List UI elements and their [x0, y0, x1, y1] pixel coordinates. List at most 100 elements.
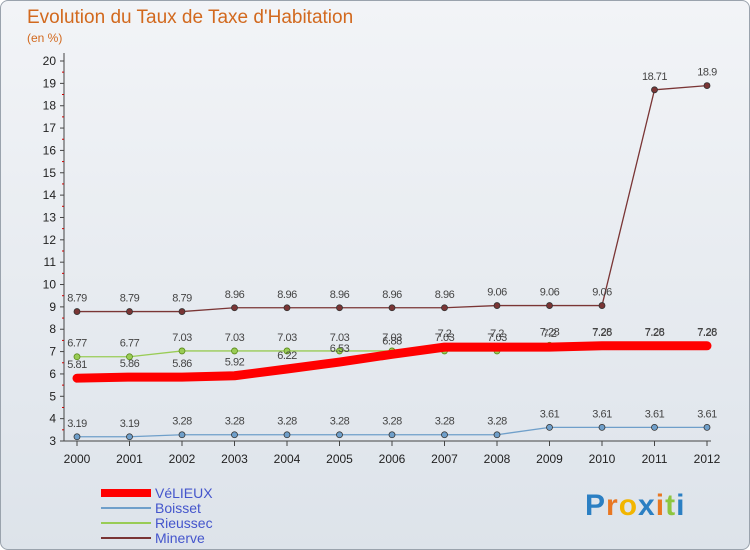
data-point [336, 431, 343, 439]
chart-subtitle: (en %) [27, 31, 63, 45]
data-point [703, 341, 711, 350]
data-point [493, 302, 501, 309]
data-label: 7.03 [172, 332, 192, 344]
data-label: 3.61 [645, 408, 665, 420]
logo-letter: o [618, 489, 639, 522]
logo-letter: t [665, 489, 677, 522]
y-tick-label: 13 [43, 210, 57, 224]
data-point [283, 347, 291, 355]
data-label: 3.28 [172, 416, 192, 428]
data-label: 7.03 [487, 332, 507, 344]
data-point [178, 347, 186, 355]
data-point [703, 82, 711, 89]
data-label: 9.06 [592, 287, 612, 299]
data-point [598, 302, 606, 309]
y-tick-label: 18 [43, 99, 57, 113]
data-point [493, 431, 501, 439]
data-label: 9.06 [540, 287, 560, 299]
y-tick-label: 17 [43, 121, 57, 135]
data-point [336, 347, 343, 355]
x-tick-label: 2009 [536, 452, 563, 466]
logo-letter: x [638, 489, 656, 522]
x-tick-label: 2003 [221, 452, 248, 466]
data-label: 3.61 [592, 408, 612, 420]
data-label: 7.03 [225, 332, 245, 344]
y-tick-label: 19 [43, 76, 57, 90]
data-label: 3.61 [540, 408, 560, 420]
data-label: 9.06 [487, 287, 507, 299]
data-point [703, 423, 711, 431]
x-tick-label: 2012 [694, 452, 721, 466]
data-label: 7.03 [435, 332, 455, 344]
y-tick-label: 12 [43, 233, 57, 247]
data-label: 7.2 [543, 328, 557, 340]
data-label: 8.79 [172, 293, 192, 305]
data-point [178, 431, 186, 439]
data-point [73, 374, 81, 383]
data-label: 6.22 [277, 350, 297, 362]
data-label: 7.2 [490, 328, 504, 340]
data-label: 3.19 [67, 418, 87, 430]
data-label: 7.03 [382, 332, 402, 344]
y-tick-label: 6 [49, 367, 56, 381]
data-label: 7.26 [592, 327, 612, 339]
data-label: 8.96 [382, 289, 402, 301]
data-label: 3.28 [487, 416, 507, 428]
data-label: 6.77 [67, 338, 87, 350]
data-label: 6.77 [120, 338, 140, 350]
data-point [178, 308, 186, 315]
legend-label-rieussec: Rieussec [155, 515, 213, 531]
x-tick-label: 2007 [431, 452, 458, 466]
x-tick-label: 2010 [589, 452, 616, 466]
y-tick-label: 5 [49, 389, 56, 403]
data-point [546, 302, 553, 309]
data-point [283, 304, 291, 312]
data-point [73, 308, 81, 315]
data-point [126, 353, 133, 361]
y-tick-label: 9 [49, 300, 56, 314]
data-label: 7.26 [645, 327, 665, 339]
data-label: 7.03 [277, 332, 297, 344]
data-point [650, 341, 659, 350]
data-point [440, 343, 449, 352]
data-label: 8.96 [435, 289, 455, 301]
data-point [493, 343, 501, 352]
logo-letter: i [655, 489, 666, 522]
y-tick-label: 16 [43, 143, 57, 157]
data-point [388, 350, 396, 359]
data-point [388, 431, 396, 439]
legend-label-boisset: Boisset [155, 500, 201, 516]
data-label: 3.28 [225, 416, 245, 428]
data-label: 8.79 [67, 293, 87, 305]
data-point [335, 358, 344, 367]
data-point [598, 423, 606, 431]
y-tick-label: 3 [49, 434, 56, 448]
data-label: 8.79 [120, 293, 140, 305]
logo-letter: i [676, 489, 686, 522]
y-tick-label: 11 [44, 255, 57, 269]
data-point [73, 353, 81, 361]
x-tick-label: 2004 [274, 452, 301, 466]
x-tick-label: 2008 [484, 452, 511, 466]
data-point [73, 433, 81, 441]
data-label: 8.96 [330, 289, 350, 301]
data-label: 7.28 [697, 326, 717, 338]
data-label: 6.88 [382, 335, 402, 347]
data-point [441, 304, 448, 312]
y-tick-label: 4 [49, 412, 56, 426]
data-point [178, 373, 186, 382]
data-label: 3.28 [382, 416, 402, 428]
data-point [336, 304, 343, 312]
data-label: 7.28 [592, 326, 612, 338]
x-tick-label: 2011 [642, 452, 668, 466]
y-tick-label: 10 [43, 278, 57, 292]
data-label: 8.96 [225, 289, 245, 301]
data-label: 8.96 [277, 289, 297, 301]
series-line-minerve [76, 84, 708, 313]
data-point [388, 304, 396, 312]
data-point [546, 423, 553, 431]
x-tick-label: 2002 [169, 452, 196, 466]
logo-letter: P [585, 489, 607, 522]
